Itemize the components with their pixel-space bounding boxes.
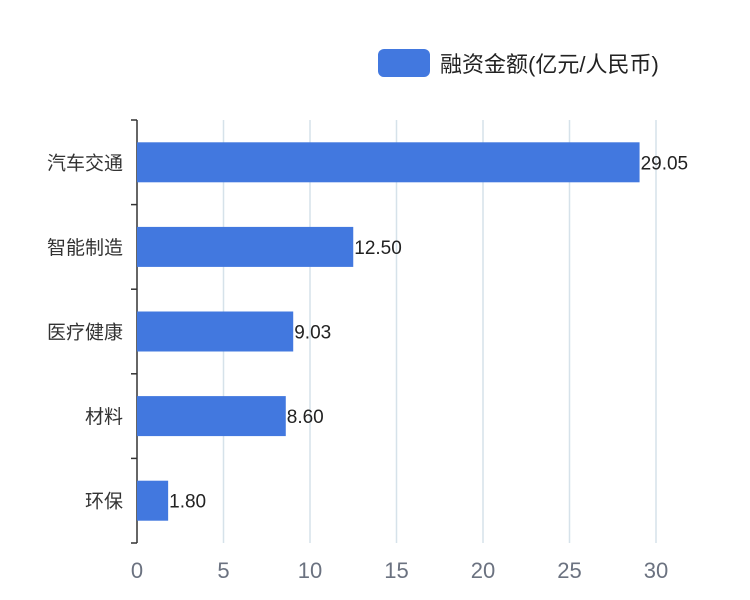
bar-value-label: 8.60 xyxy=(287,407,324,428)
x-tick-label: 30 xyxy=(644,558,668,583)
bar-value-label: 9.03 xyxy=(294,323,331,344)
category-label: 材料 xyxy=(85,406,123,428)
bar xyxy=(137,396,286,437)
bar xyxy=(137,311,294,352)
bar xyxy=(137,142,640,183)
legend-swatch xyxy=(378,49,430,77)
x-tick-label: 0 xyxy=(131,558,143,583)
bar-value-label: 1.80 xyxy=(169,492,206,513)
bar-value-label: 12.50 xyxy=(354,238,402,259)
x-tick-label: 15 xyxy=(384,558,408,583)
bar-value-label: 29.05 xyxy=(641,153,689,174)
bar xyxy=(137,226,354,267)
legend-label: 融资金额(亿元/人民币) xyxy=(440,52,659,77)
x-tick-label: 10 xyxy=(298,558,322,583)
bar xyxy=(137,480,169,521)
category-label: 汽车交通 xyxy=(47,152,123,174)
x-tick-label: 20 xyxy=(471,558,495,583)
legend: 融资金额(亿元/人民币) xyxy=(378,48,659,78)
category-label: 智能制造 xyxy=(47,237,123,259)
category-label: 医疗健康 xyxy=(47,322,123,344)
x-tick-label: 5 xyxy=(217,558,229,583)
x-tick-label: 25 xyxy=(557,558,581,583)
category-label: 环保 xyxy=(85,491,123,513)
